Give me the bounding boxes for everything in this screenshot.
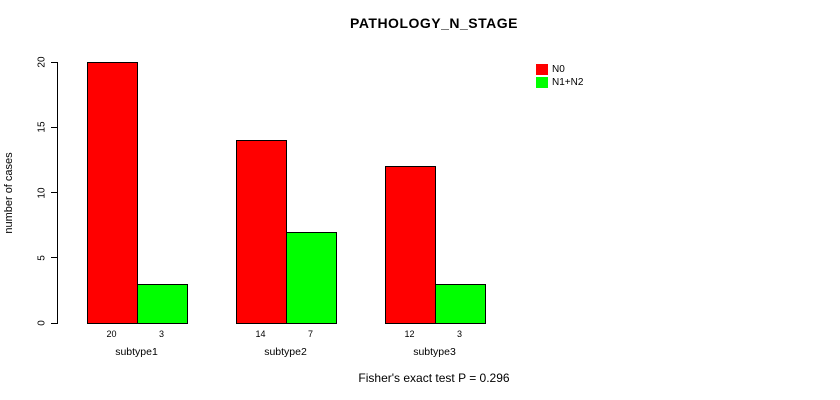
y-tick-label: 20 <box>36 56 48 68</box>
bar-value-label: 14 <box>255 329 266 339</box>
bar-value-label: 7 <box>307 329 313 339</box>
y-tick <box>51 61 58 63</box>
y-axis-title: number of cases <box>3 152 15 234</box>
bar-value-label: 3 <box>456 329 462 339</box>
legend-label: N0 <box>552 64 565 75</box>
y-tick <box>51 126 58 128</box>
chart-title: PATHOLOGY_N_STAGE <box>350 15 518 31</box>
legend-row: N1+N2 <box>536 76 583 89</box>
bar-value-label: 3 <box>158 329 164 339</box>
y-tick-label: 0 <box>36 320 48 326</box>
y-axis-line <box>57 62 58 324</box>
y-tick <box>51 257 58 259</box>
bar-N0-subtype1 <box>86 62 138 324</box>
bar-N0-subtype2 <box>235 140 287 324</box>
bar-value-label: 12 <box>404 329 415 339</box>
legend-swatch <box>536 64 548 75</box>
y-tick-label: 15 <box>36 121 48 133</box>
legend: N0 N1+N2 <box>536 63 583 89</box>
y-tick-label: 10 <box>36 186 48 199</box>
bar-N1+N2-subtype2 <box>285 232 337 324</box>
y-tick <box>51 192 58 193</box>
legend-swatch <box>536 77 548 88</box>
bar-N1+N2-subtype3 <box>434 284 486 324</box>
x-category-label-subtype2: subtype2 <box>264 346 307 358</box>
bar-N1+N2-subtype1 <box>136 284 188 324</box>
legend-row: N0 <box>536 63 583 76</box>
legend-label: N1+N2 <box>552 77 584 88</box>
x-category-label-subtype1: subtype1 <box>115 346 158 358</box>
y-tick <box>51 322 58 324</box>
annotation-fisher-test: Fisher's exact test P = 0.296 <box>358 371 510 385</box>
y-tick-label: 5 <box>36 254 48 261</box>
bar-value-label: 20 <box>106 329 117 339</box>
x-category-label-subtype3: subtype3 <box>413 346 456 358</box>
bar-N0-subtype3 <box>384 166 436 324</box>
